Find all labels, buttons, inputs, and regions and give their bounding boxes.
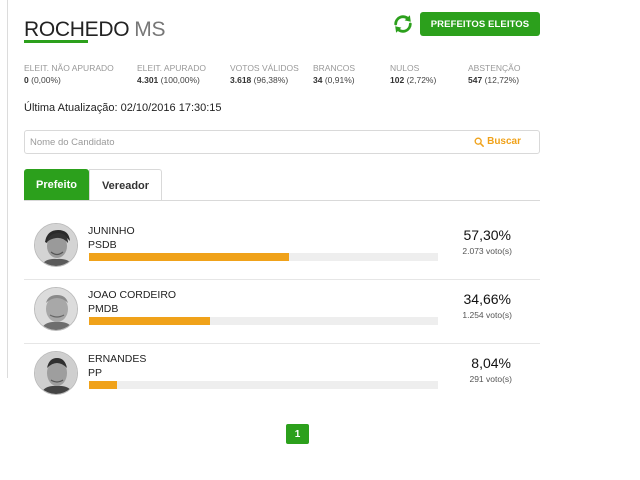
search-button-label: Buscar xyxy=(487,136,521,147)
tabs-divider xyxy=(24,200,540,201)
candidate-name: JUNINHO xyxy=(88,225,135,237)
candidate-votes: 291 voto(s) xyxy=(469,374,512,384)
candidate-votes: 1.254 voto(s) xyxy=(462,310,512,320)
search-button[interactable]: Buscar xyxy=(474,136,521,147)
candidate-votes: 2.073 voto(s) xyxy=(462,246,512,256)
candidate-party: PP xyxy=(88,367,103,379)
vote-bar xyxy=(89,317,438,325)
left-divider xyxy=(7,0,8,378)
stat-value: 102 (2,72%) xyxy=(390,75,437,85)
stat-label: ELEIT. APURADO xyxy=(137,63,206,73)
candidate-photo xyxy=(34,287,78,331)
tab-prefeito[interactable]: Prefeito xyxy=(24,169,89,201)
stat-value: 34 (0,91%) xyxy=(313,75,355,85)
candidate-name: JOAO CORDEIRO xyxy=(88,289,177,301)
title-underline xyxy=(24,40,88,43)
stat-label: NULOS xyxy=(390,63,420,73)
stat-label: BRANCOS xyxy=(313,63,356,73)
stat-label: ELEIT. NÃO APURADO xyxy=(24,63,114,73)
candidate-party: PSDB xyxy=(88,239,117,251)
vote-bar-fill xyxy=(89,253,289,261)
refresh-icon[interactable] xyxy=(392,13,414,35)
candidate-party: PMDB xyxy=(88,303,119,315)
candidate-percent: 57,30% xyxy=(463,227,511,243)
city-name: ROCHEDO xyxy=(24,18,130,41)
stat-value: 547 (12,72%) xyxy=(468,75,520,85)
search-icon xyxy=(474,137,485,147)
stat-nao-apurado: ELEIT. NÃO APURADO 0 (0,00%) xyxy=(24,63,114,87)
candidate-row[interactable]: JOAO CORDEIRO PMDB 34,66% 1.254 voto(s) xyxy=(24,280,540,344)
vote-bar-fill xyxy=(89,317,210,325)
candidate-percent: 8,04% xyxy=(471,355,511,371)
candidate-photo xyxy=(34,223,78,267)
stat-label: VOTOS VÁLIDOS xyxy=(230,63,299,73)
last-update: Última Atualização: 02/10/2016 17:30:15 xyxy=(24,102,222,114)
candidate-row[interactable]: ERNANDES PP 8,04% 291 voto(s) xyxy=(24,344,540,408)
last-update-value: 02/10/2016 17:30:15 xyxy=(120,102,222,114)
pagination-page-1[interactable]: 1 xyxy=(286,424,309,444)
candidate-photo xyxy=(34,351,78,395)
stat-brancos: BRANCOS 34 (0,91%) xyxy=(313,63,355,87)
search-input[interactable] xyxy=(30,134,450,150)
stat-label: ABSTENÇÃO xyxy=(468,63,521,73)
page-title: ROCHEDO MS xyxy=(24,18,165,42)
candidate-name: ERNANDES xyxy=(88,353,147,365)
state-abbrev: MS xyxy=(134,18,166,41)
tab-vereador[interactable]: Vereador xyxy=(89,169,162,201)
vote-bar-fill xyxy=(89,381,118,389)
stat-value: 0 (0,00%) xyxy=(24,75,61,85)
stat-apurado: ELEIT. APURADO 4.301 (100,00%) xyxy=(137,63,206,87)
stat-abstencao: ABSTENÇÃO 547 (12,72%) xyxy=(468,63,520,87)
search-box: Buscar xyxy=(24,130,540,154)
vote-bar xyxy=(89,381,438,389)
candidate-row[interactable]: JUNINHO PSDB 57,30% 2.073 voto(s) xyxy=(24,216,540,280)
stat-votos-validos: VOTOS VÁLIDOS 3.618 (96,38%) xyxy=(230,63,299,87)
prefeitos-eleitos-button[interactable]: PREFEITOS ELEITOS xyxy=(420,12,540,36)
candidate-percent: 34,66% xyxy=(463,291,511,307)
stat-value: 3.618 (96,38%) xyxy=(230,75,289,85)
stat-value: 4.301 (100,00%) xyxy=(137,75,200,85)
vote-bar xyxy=(89,253,438,261)
stat-nulos: NULOS 102 (2,72%) xyxy=(390,63,436,87)
last-update-label: Última Atualização: xyxy=(24,102,118,114)
